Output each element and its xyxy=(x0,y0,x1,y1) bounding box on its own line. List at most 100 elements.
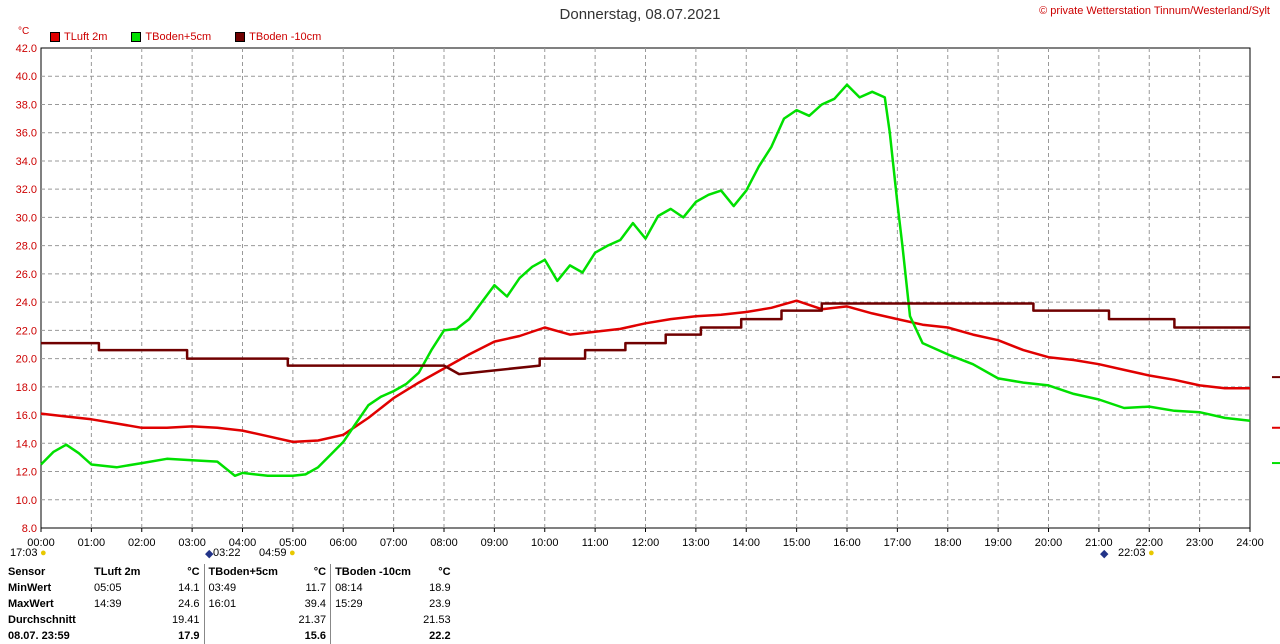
stats-time xyxy=(330,612,420,628)
y-tick-label: 16.0 xyxy=(16,410,37,422)
x-tick-label: 01:00 xyxy=(78,537,106,549)
sun-icon: ● xyxy=(40,547,47,559)
stats-time: 16:01 xyxy=(203,596,295,612)
x-tick-label: 17:00 xyxy=(884,537,912,549)
stats-header: TLuft 2m xyxy=(94,566,141,578)
y-unit-label: °C xyxy=(18,26,30,37)
x-tick-label: 04:00 xyxy=(229,537,257,549)
y-tick-label: 36.0 xyxy=(16,128,37,140)
stats-value: 18.9 xyxy=(429,582,451,594)
stats-row: MinWert 05:05 14.1 03:49 11.7 08:14 18.9 xyxy=(4,580,455,596)
stats-value: 15.6 xyxy=(304,630,327,642)
stats-row: MaxWert 14:39 24.6 16:01 39.4 15:29 23.9 xyxy=(4,596,455,612)
stats-label: MinWert xyxy=(8,582,52,594)
y-tick-label: 28.0 xyxy=(16,241,37,253)
stats-time xyxy=(203,612,295,628)
stats-value: 21.37 xyxy=(298,614,327,626)
stats-time xyxy=(90,628,168,644)
stats-header: TBoden+5cm xyxy=(203,564,295,580)
x-tick-label: 16:00 xyxy=(833,537,861,549)
stats-value: 24.6 xyxy=(178,598,200,610)
y-tick-label: 42.0 xyxy=(16,43,37,55)
stats-time: 08:14 xyxy=(330,580,420,596)
stats-header: Sensor xyxy=(8,566,46,578)
sunrise-time: 04:59 xyxy=(259,547,287,559)
stats-header: °C xyxy=(187,566,200,578)
legend-swatch xyxy=(131,32,142,42)
legend-item-tboden-10: TBoden -10cm xyxy=(235,31,321,43)
x-tick-label: 20:00 xyxy=(1035,537,1063,549)
y-tick-label: 10.0 xyxy=(16,495,37,507)
stats-time: 05:05 xyxy=(94,582,122,594)
stats-value: 22.2 xyxy=(429,630,451,642)
x-tick-label: 22:00 xyxy=(1135,537,1163,549)
stats-value: 17.9 xyxy=(178,630,200,642)
x-tick-label: 10:00 xyxy=(531,537,559,549)
x-tick-label: 13:00 xyxy=(682,537,710,549)
stats-value: 11.7 xyxy=(305,582,327,594)
legend-label: TBoden+5cm xyxy=(145,31,212,43)
x-tick-label: 14:00 xyxy=(732,537,760,549)
y-tick-label: 22.0 xyxy=(16,325,37,337)
legend-swatch xyxy=(235,32,246,42)
stats-label: Durchschnitt xyxy=(8,614,76,626)
x-tick-label: 08:00 xyxy=(430,537,458,549)
x-tick-label: 23:00 xyxy=(1186,537,1214,549)
legend: TLuft 2m TBoden+5cm TBoden -10cm xyxy=(50,31,345,43)
chart-title: Donnerstag, 08.07.2021 xyxy=(559,6,721,23)
series-line-1 xyxy=(40,299,1250,444)
stats-header: °C xyxy=(313,566,327,578)
stats-value: 14.1 xyxy=(178,582,200,594)
x-tick-label: 07:00 xyxy=(380,537,408,549)
legend-item-tboden-5: TBoden+5cm xyxy=(131,31,211,43)
stats-header: °C xyxy=(438,566,451,578)
x-tick-label: 11:00 xyxy=(582,537,609,549)
y-tick-label: 14.0 xyxy=(16,438,37,450)
x-tick-label: 02:00 xyxy=(128,537,156,549)
stats-label: 08.07. 23:59 xyxy=(8,630,70,642)
moon-icon: ◆ xyxy=(205,548,214,560)
x-tick-label: 15:00 xyxy=(783,537,811,549)
copyright-note: © private Wetterstation Tinnum/Westerlan… xyxy=(1039,5,1270,17)
x-tick-label: 05:00 xyxy=(279,537,307,549)
sunrise-icon: ● xyxy=(289,547,296,559)
moon-time: 03:22 xyxy=(213,547,241,559)
series-line-2 xyxy=(40,83,1251,478)
y-tick-label: 12.0 xyxy=(16,467,37,479)
stats-time: 15:29 xyxy=(330,596,420,612)
x-tick-label: 18:00 xyxy=(934,537,962,549)
x-tick-label: 09:00 xyxy=(481,537,509,549)
legend-label: TLuft 2m xyxy=(64,31,108,43)
stats-time: 03:49 xyxy=(203,580,295,596)
stats-time: 14:39 xyxy=(94,598,122,610)
sunset-icon: ● xyxy=(1148,547,1155,559)
stats-value: 21.53 xyxy=(423,614,451,626)
legend-swatch xyxy=(50,32,60,42)
x-tick-label: 21:00 xyxy=(1085,537,1113,549)
stats-header: TBoden -10cm xyxy=(330,564,420,580)
x-tick-label: 03:00 xyxy=(178,537,206,549)
legend-label: TBoden -10cm xyxy=(249,31,322,43)
stats-time xyxy=(90,612,168,628)
stats-table: Sensor TLuft 2m °C TBoden+5cm °C TBoden … xyxy=(4,564,455,644)
y-tick-label: 40.0 xyxy=(16,71,37,83)
stats-time xyxy=(330,628,420,644)
x-tick-label: 24:00 xyxy=(1236,537,1264,549)
stats-row: Durchschnitt 19.41 21.37 21.53 xyxy=(4,612,455,628)
x-tick-label: 19:00 xyxy=(984,537,1012,549)
x-tick-label: 12:00 xyxy=(632,537,660,549)
stats-header-row: Sensor TLuft 2m °C TBoden+5cm °C TBoden … xyxy=(4,564,455,580)
y-tick-label: 32.0 xyxy=(16,184,37,196)
y-tick-label: 34.0 xyxy=(16,156,37,168)
y-tick-label: 20.0 xyxy=(16,354,37,366)
y-tick-label: 18.0 xyxy=(16,382,37,394)
sunset-time: 22:03 xyxy=(1118,547,1146,559)
y-tick-label: 30.0 xyxy=(16,212,37,224)
stats-time xyxy=(203,628,295,644)
stats-value: 39.4 xyxy=(304,598,327,610)
series-line-3 xyxy=(41,302,1250,376)
moonset-icon: ◆ xyxy=(1100,548,1109,560)
stats-value: 19.41 xyxy=(172,614,200,626)
y-tick-label: 38.0 xyxy=(16,99,37,111)
